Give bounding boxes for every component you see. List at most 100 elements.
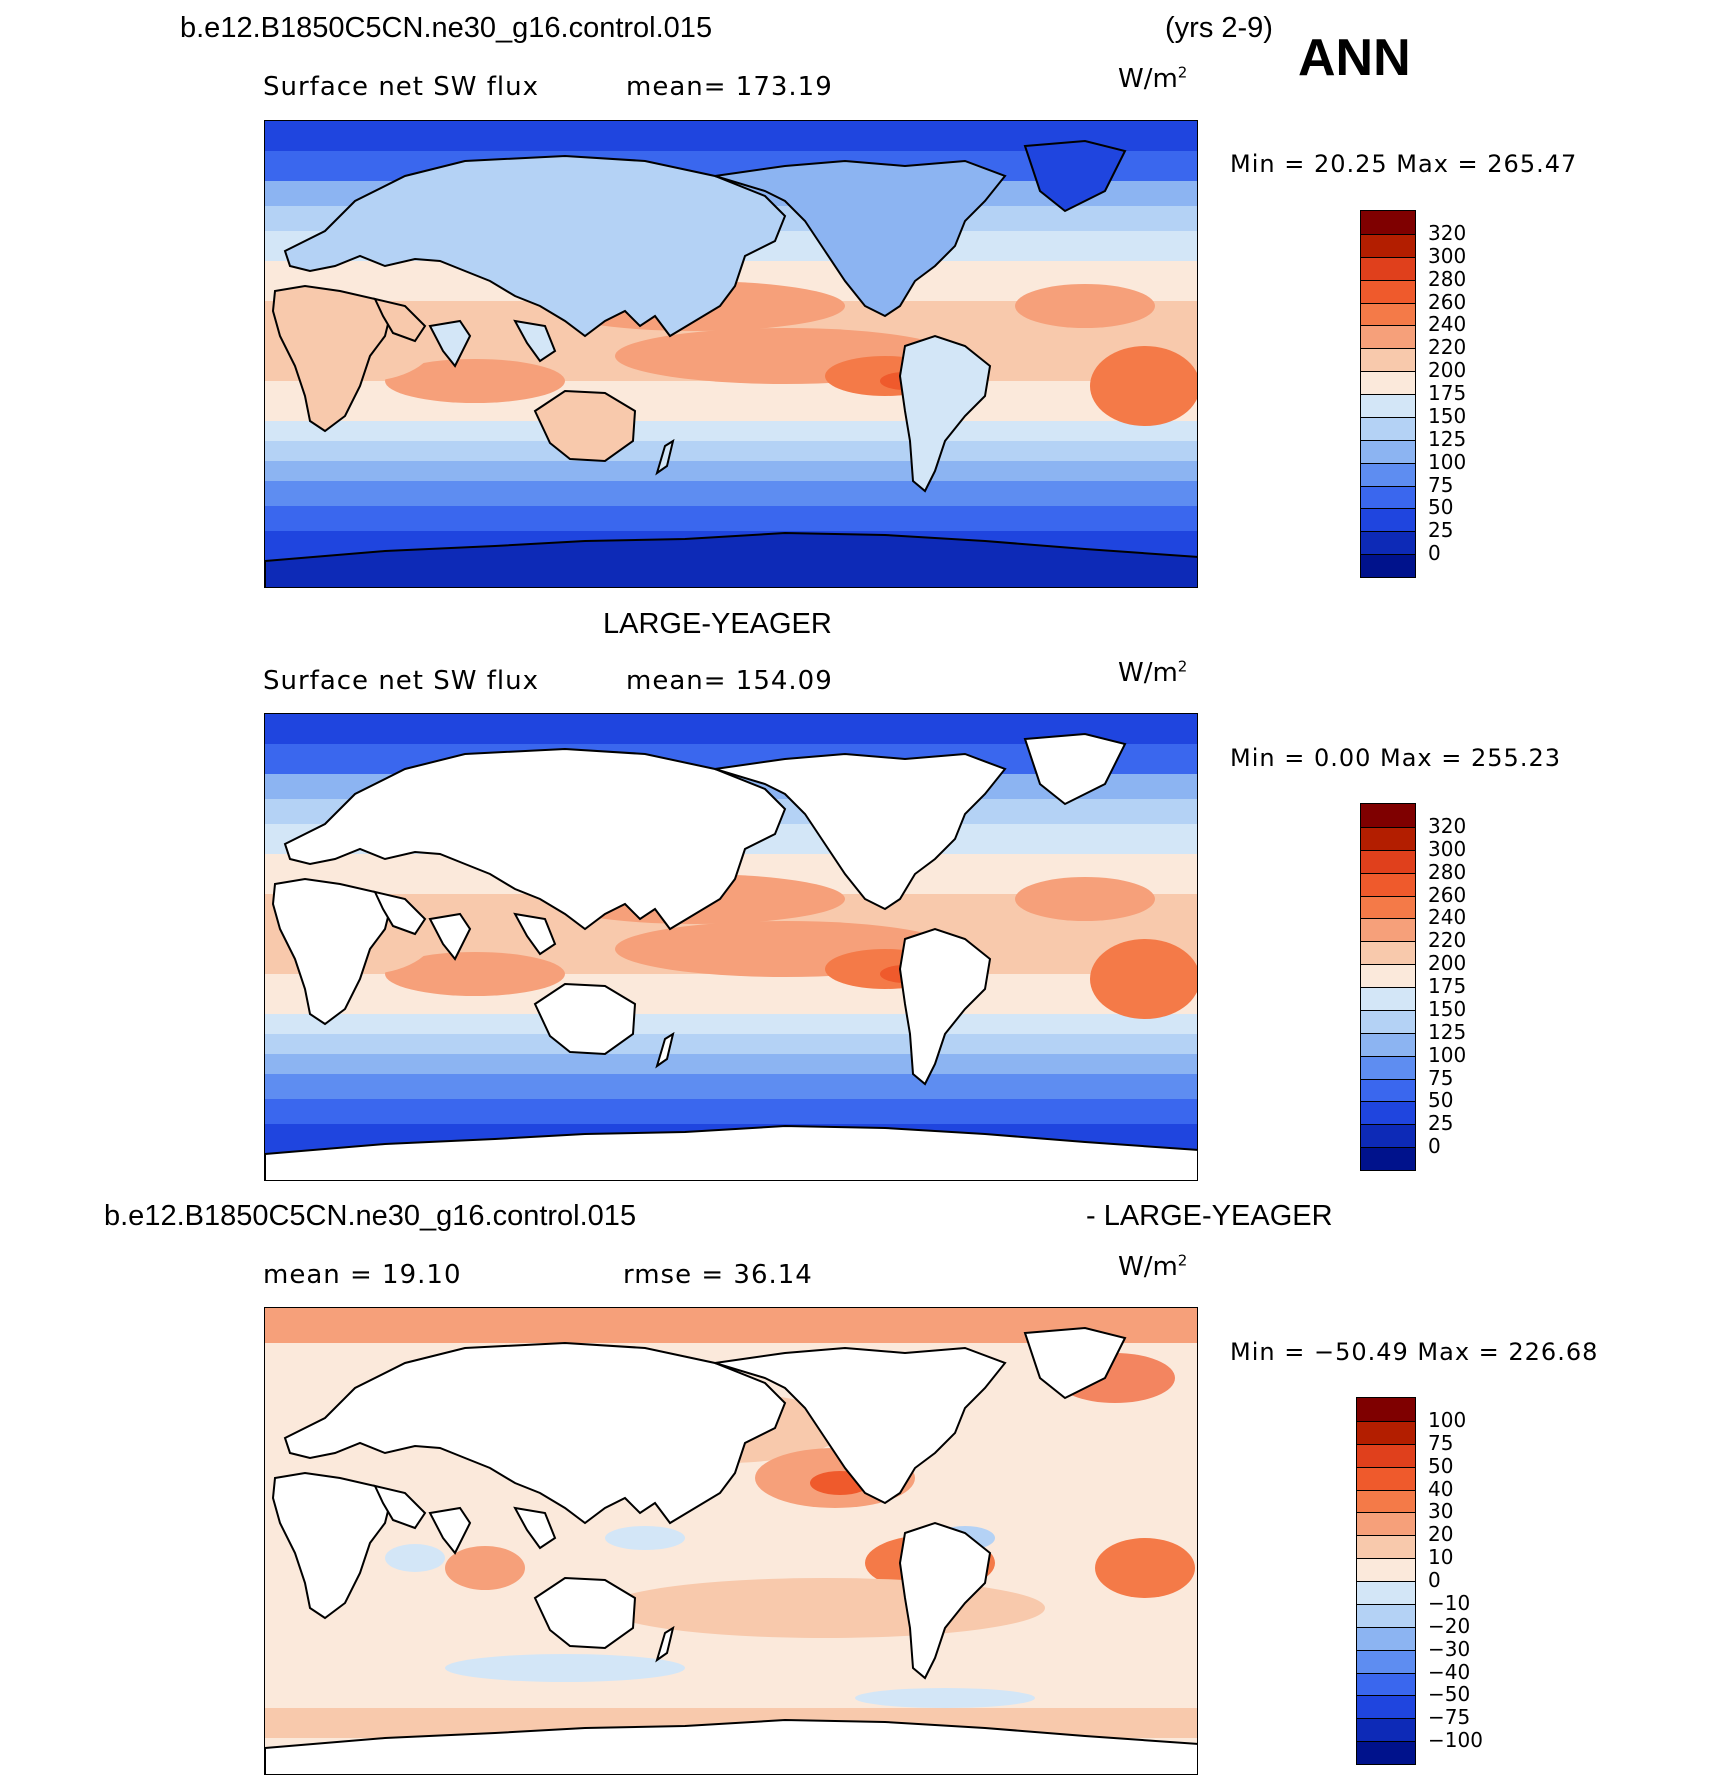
colorbar-tick-label: 0 — [1428, 1568, 1441, 1592]
panel1-colorbar — [1360, 210, 1416, 578]
colorbar-segment — [1357, 1718, 1415, 1742]
colorbar-segment — [1361, 554, 1415, 577]
colorbar-tick-label: −50 — [1428, 1682, 1471, 1707]
panel1-minmax: Min = 20.25 Max = 265.47 — [1230, 150, 1578, 178]
colorbar-segment — [1361, 941, 1415, 965]
season-label: ANN — [1298, 29, 1411, 87]
panel3-case-label-right: - LARGE-YEAGER — [1086, 1200, 1333, 1232]
colorbar-segment — [1357, 1741, 1415, 1764]
case-title: b.e12.B1850C5CN.ne30_g16.control.015 — [180, 12, 713, 44]
colorbar-tick-label: 40 — [1428, 1476, 1454, 1501]
colorbar-tick-label: 100 — [1428, 449, 1467, 474]
colorbar-segment — [1361, 439, 1415, 463]
colorbar-tick-label: 0 — [1428, 541, 1441, 566]
colorbar-tick-label: 75 — [1428, 1430, 1454, 1455]
colorbar-tick-label: 260 — [1428, 289, 1467, 314]
colorbar-segment — [1357, 1649, 1415, 1673]
colorbar-segment — [1361, 987, 1415, 1010]
colorbar-segment — [1361, 371, 1415, 394]
colorbar-tick-label: 300 — [1428, 243, 1467, 268]
colorbar-segment — [1361, 1009, 1415, 1033]
colorbar-segment — [1357, 1489, 1415, 1513]
colorbar-tick-label: 20 — [1428, 1522, 1454, 1547]
panel3-map — [264, 1307, 1198, 1775]
panel3-units: W/m2 — [1118, 1251, 1188, 1282]
colorbar-tick-label: 150 — [1428, 403, 1467, 428]
colorbar-segment — [1357, 1466, 1415, 1490]
colorbar-segment — [1361, 302, 1415, 326]
panel1-field-label: Surface net SW flux — [263, 72, 539, 102]
colorbar-segment — [1361, 1124, 1415, 1148]
colorbar-segment — [1357, 1443, 1415, 1467]
colorbar-segment — [1357, 1603, 1415, 1627]
colorbar-tick-label: 150 — [1428, 996, 1467, 1021]
colorbar-segment — [1361, 485, 1415, 509]
panel2-map — [264, 713, 1198, 1181]
panel1-map — [264, 120, 1198, 588]
colorbar-segment — [1357, 1581, 1415, 1604]
colorbar-segment — [1361, 1055, 1415, 1079]
colorbar-tick-label: −40 — [1428, 1659, 1471, 1684]
panel3-mean-label: mean = 19.10 — [263, 1260, 462, 1290]
colorbar-segment — [1361, 462, 1415, 486]
colorbar-tick-label: 280 — [1428, 266, 1467, 291]
colorbar-segment — [1361, 531, 1415, 555]
colorbar-segment — [1357, 1558, 1415, 1581]
colorbar-segment — [1357, 1398, 1415, 1421]
colorbar-tick-label: 175 — [1428, 974, 1467, 998]
colorbar-segment — [1361, 1032, 1415, 1056]
colorbar-tick-label: −100 — [1428, 1728, 1483, 1753]
colorbar-segment — [1357, 1535, 1415, 1559]
colorbar-segment — [1361, 233, 1415, 257]
colorbar-tick-label: 260 — [1428, 882, 1467, 907]
colorbar-segment — [1357, 1626, 1415, 1650]
colorbar-tick-label: 50 — [1428, 1453, 1454, 1478]
panel2-mean-label: mean= 154.09 — [626, 666, 833, 696]
panel2-field-label: Surface net SW flux — [263, 666, 539, 696]
colorbar-tick-label: 25 — [1428, 1111, 1454, 1136]
colorbar-tick-label: 280 — [1428, 859, 1467, 884]
colorbar-tick-label: 240 — [1428, 905, 1467, 930]
colorbar-tick-label: 75 — [1428, 1065, 1454, 1090]
colorbar-tick-label: 220 — [1428, 928, 1467, 953]
colorbar-segment — [1361, 849, 1415, 873]
colorbar-segment — [1357, 1672, 1415, 1696]
colorbar-segment — [1361, 416, 1415, 440]
colorbar-tick-label: 100 — [1428, 1407, 1467, 1432]
panel3-rmse-label: rmse = 36.14 — [623, 1260, 813, 1290]
colorbar-tick-label: 240 — [1428, 312, 1467, 337]
colorbar-tick-label: 320 — [1428, 220, 1467, 245]
colorbar-segment — [1361, 508, 1415, 532]
panel1-mean-label: mean= 173.19 — [626, 72, 833, 102]
colorbar-tick-label: 50 — [1428, 495, 1454, 520]
years-label: (yrs 2-9) — [1165, 12, 1273, 44]
colorbar-segment — [1361, 325, 1415, 349]
colorbar-segment — [1361, 1078, 1415, 1102]
colorbar-segment — [1361, 1147, 1415, 1170]
colorbar-segment — [1361, 394, 1415, 417]
colorbar-segment — [1361, 918, 1415, 942]
colorbar-segment — [1357, 1695, 1415, 1719]
colorbar-segment — [1361, 826, 1415, 850]
colorbar-tick-label: −20 — [1428, 1613, 1471, 1638]
colorbar-tick-label: 75 — [1428, 472, 1454, 497]
colorbar-tick-label: 30 — [1428, 1499, 1454, 1524]
colorbar-tick-label: −30 — [1428, 1636, 1471, 1661]
colorbar-tick-label: 50 — [1428, 1088, 1454, 1113]
colorbar-tick-label: 300 — [1428, 836, 1467, 861]
colorbar-tick-label: 220 — [1428, 335, 1467, 360]
panel3-colorbar — [1356, 1397, 1416, 1765]
colorbar-segment — [1361, 348, 1415, 372]
colorbar-segment — [1361, 1101, 1415, 1125]
colorbar-segment — [1357, 1512, 1415, 1536]
colorbar-tick-label: −10 — [1428, 1590, 1471, 1615]
colorbar-segment — [1361, 211, 1415, 234]
colorbar-tick-label: −75 — [1428, 1705, 1471, 1730]
colorbar-tick-label: 175 — [1428, 381, 1467, 405]
colorbar-tick-label: 200 — [1428, 951, 1467, 976]
colorbar-segment — [1357, 1420, 1415, 1444]
panel1-units: W/m2 — [1118, 63, 1188, 94]
colorbar-segment — [1361, 256, 1415, 280]
colorbar-segment — [1361, 804, 1415, 827]
panel3-minmax: Min = −50.49 Max = 226.68 — [1230, 1338, 1599, 1366]
